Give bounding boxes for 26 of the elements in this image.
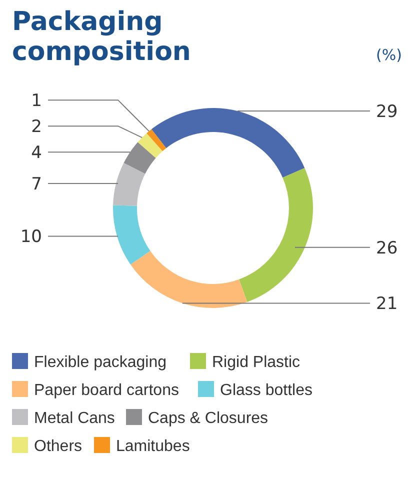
donut-slice <box>151 108 305 178</box>
data-label: 7 <box>31 174 42 194</box>
data-label: 29 <box>376 102 398 122</box>
data-label: 2 <box>31 117 42 138</box>
legend-label: Others <box>34 438 82 455</box>
data-label: 1 <box>31 91 42 112</box>
donut-slice <box>146 129 166 152</box>
data-label: 26 <box>376 238 398 258</box>
donut-slice <box>130 250 248 308</box>
legend-label: Rigid Plastic <box>212 354 300 371</box>
data-label: 4 <box>31 143 42 164</box>
donut-slice <box>138 133 163 158</box>
data-label: 21 <box>376 294 398 314</box>
chart-title: Packaging composition <box>12 7 191 67</box>
donut-slice <box>124 142 156 174</box>
donut-slice <box>113 205 150 264</box>
chart-subtitle: (%) <box>376 46 402 64</box>
legend-label: Glass bottles <box>220 382 312 399</box>
donut-slice <box>113 162 146 206</box>
legend-label: Lamitubes <box>116 438 190 455</box>
legend-label: Flexible packaging <box>34 354 167 371</box>
data-label: 10 <box>20 227 42 248</box>
legend-label: Caps & Closures <box>148 410 268 427</box>
legend-label: Metal Cans <box>34 410 115 427</box>
donut-slice <box>238 168 313 302</box>
legend-label: Paper board cartons <box>34 382 179 399</box>
